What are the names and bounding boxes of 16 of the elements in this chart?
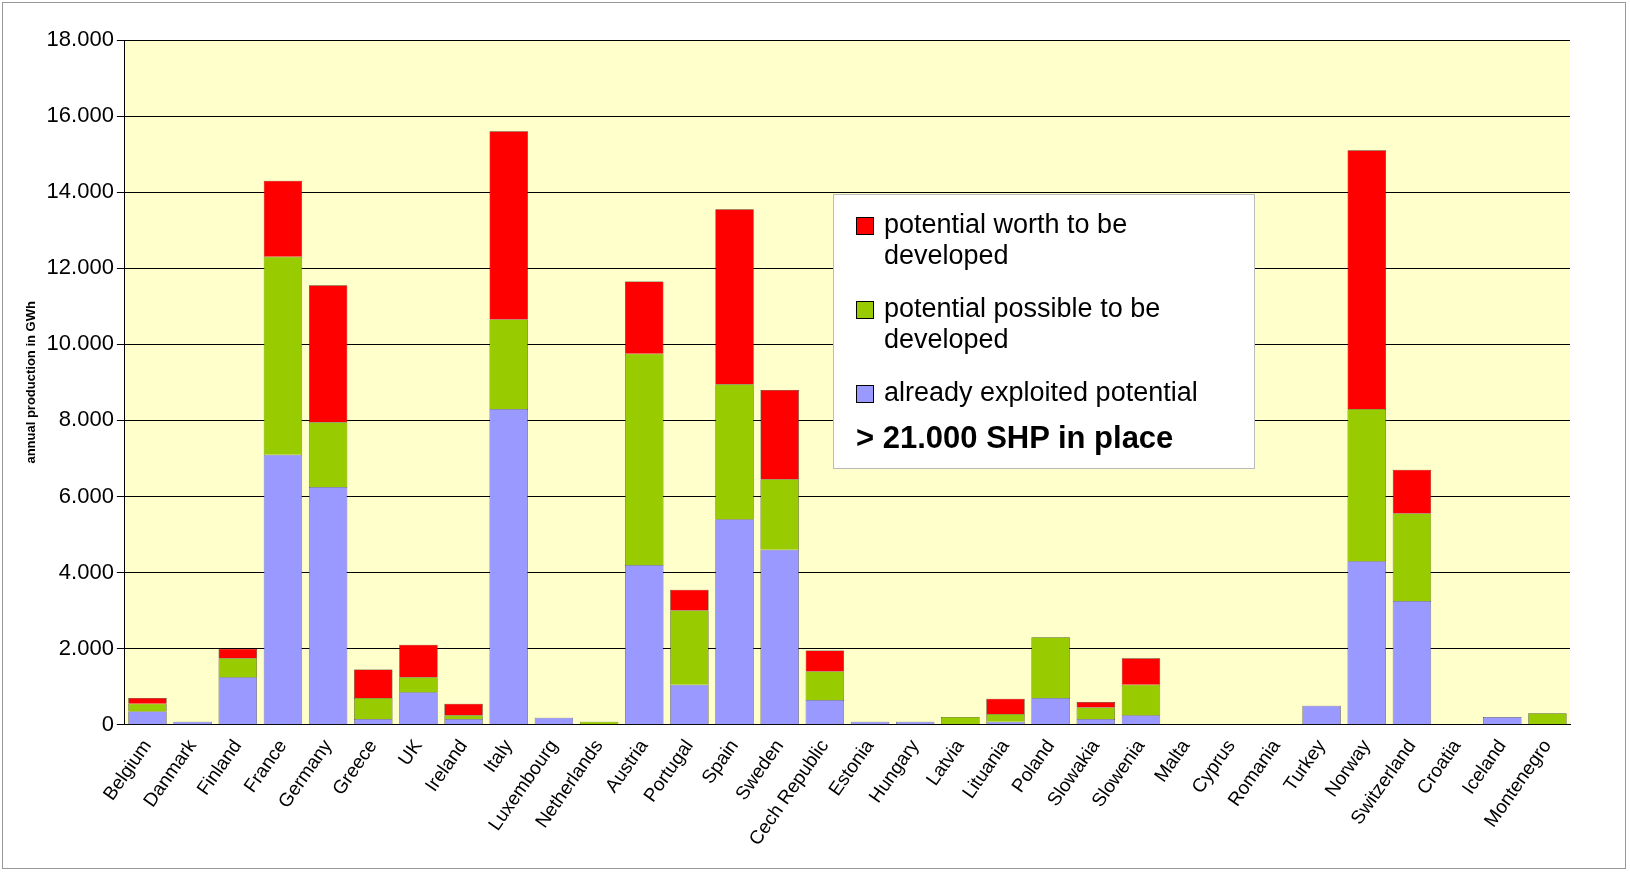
legend-label: already exploited potential	[883, 377, 1198, 409]
y-axis-title: annual production in GWh	[23, 301, 39, 464]
y-tick-label: 2.000	[58, 634, 114, 660]
annotation: > 21.000 SHP in place	[855, 420, 1175, 457]
legend-label: potential worth to be developed	[883, 209, 1129, 272]
x-tick-label: UK	[393, 735, 427, 770]
y-tick-label: 6.000	[58, 482, 114, 508]
y-tick-label: 4.000	[58, 558, 114, 584]
y-tick-label: 8.000	[58, 406, 114, 432]
y-tick-label: 10.000	[46, 330, 114, 356]
y-tick-label: 0	[101, 710, 114, 736]
y-tick-label: 18.000	[46, 26, 114, 52]
y-tick-label: 12.000	[46, 254, 114, 280]
y-tick-label: 16.000	[46, 102, 114, 128]
y-tick-label: 14.000	[46, 178, 114, 204]
legend-label: potential possible to be developed	[883, 293, 1162, 356]
